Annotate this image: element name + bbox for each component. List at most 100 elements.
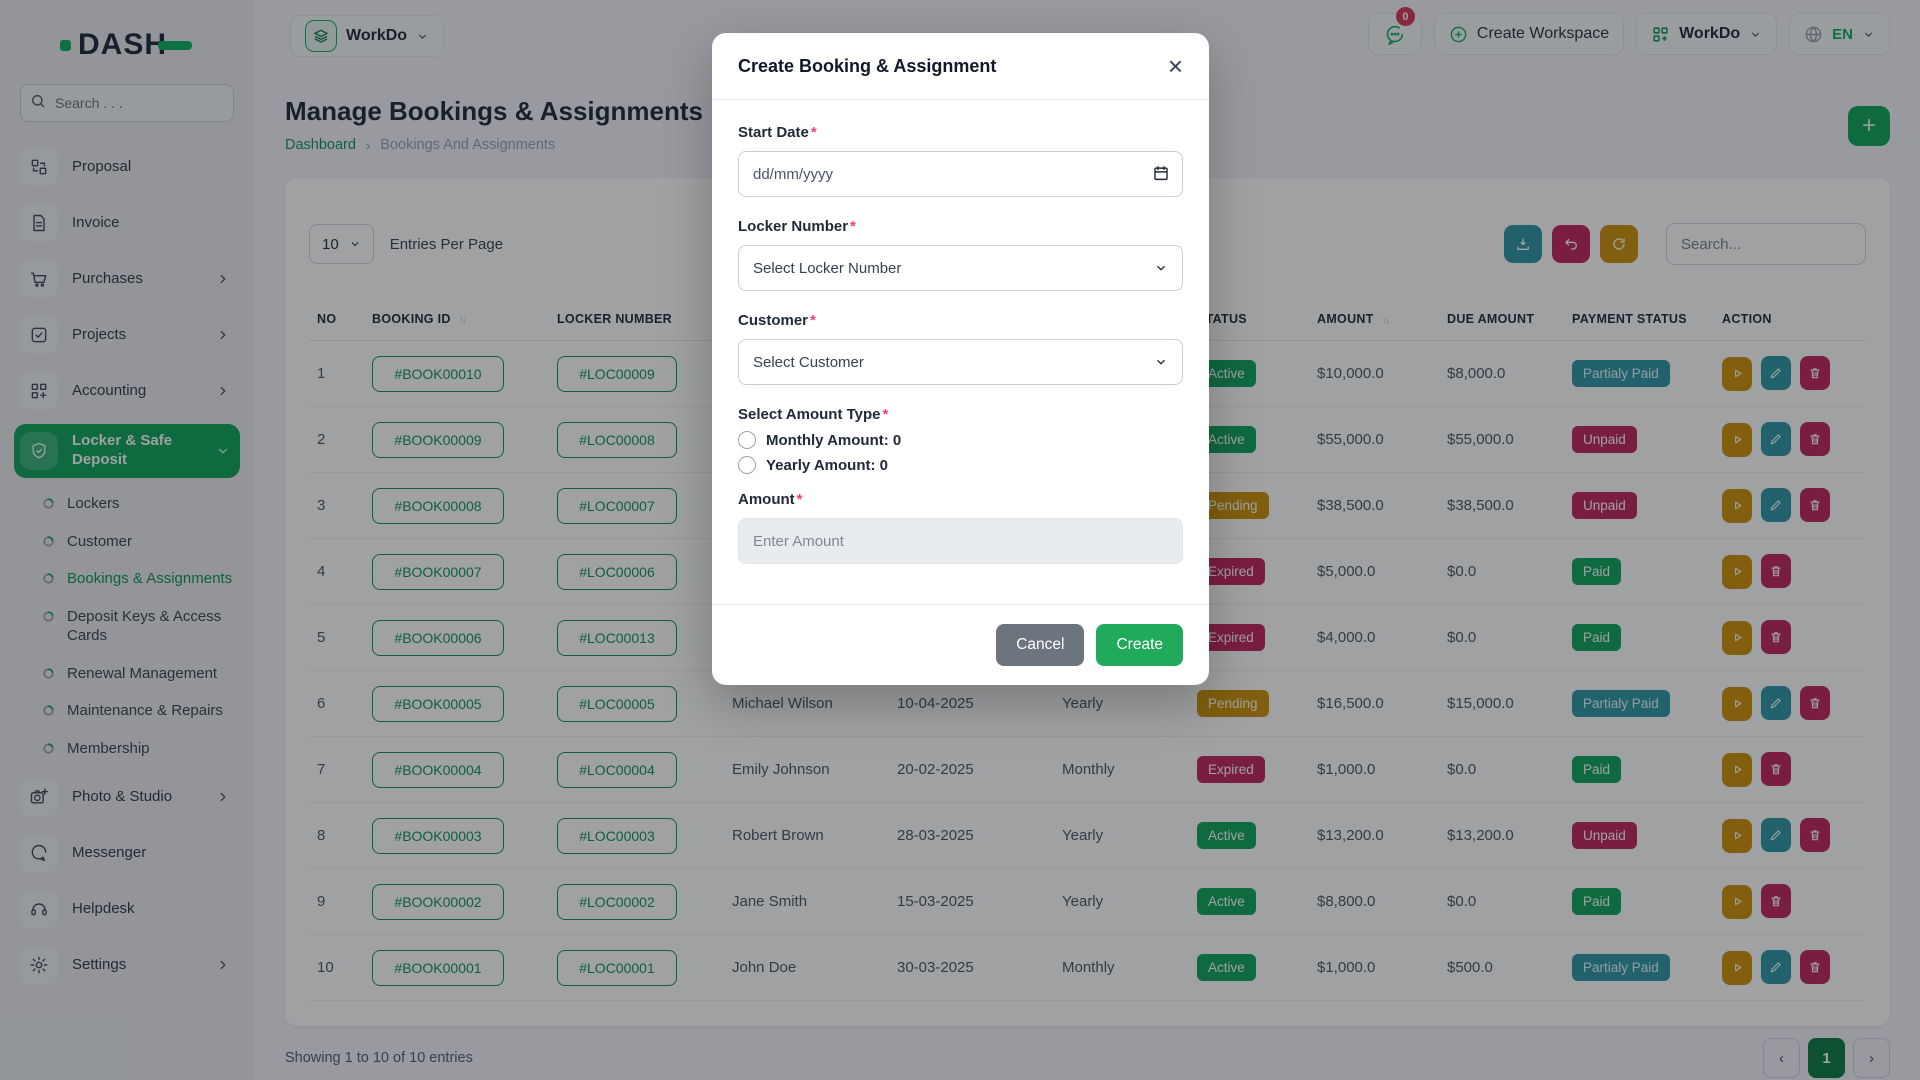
booking-id-pill[interactable]: #BOOK00006 xyxy=(372,619,504,656)
cell-type: Yearly xyxy=(1054,868,1189,935)
locker-number-pill[interactable]: #LOC00013 xyxy=(557,619,677,656)
delete-booking-button[interactable] xyxy=(1800,950,1830,985)
grid-plus-icon xyxy=(1651,25,1670,44)
column-header-booking-id[interactable]: BOOKING ID ↑↓ xyxy=(364,298,549,341)
view-details-button[interactable] xyxy=(1722,950,1752,985)
sidebar-item-purchases[interactable]: Purchases xyxy=(14,256,240,302)
edit-booking-button[interactable] xyxy=(1761,686,1791,721)
edit-booking-button[interactable] xyxy=(1761,950,1791,985)
locker-number-pill[interactable]: #LOC00003 xyxy=(557,817,677,854)
locker-number-pill[interactable]: #LOC00004 xyxy=(557,751,677,788)
booking-id-pill[interactable]: #BOOK00002 xyxy=(372,883,504,920)
close-icon[interactable]: × xyxy=(1167,51,1183,81)
sidebar-item-photo-studio[interactable]: Photo & Studio xyxy=(14,774,240,820)
table-search-input[interactable] xyxy=(1666,223,1866,265)
delete-booking-button[interactable] xyxy=(1800,818,1830,853)
payment-status-badge: Unpaid xyxy=(1572,492,1637,519)
table-search xyxy=(1666,223,1866,265)
booking-id-pill[interactable]: #BOOK00007 xyxy=(372,553,504,590)
start-date-input[interactable] xyxy=(738,151,1183,197)
edit-booking-button[interactable] xyxy=(1761,818,1791,853)
pagination-next-button[interactable]: › xyxy=(1853,1038,1890,1078)
delete-booking-button[interactable] xyxy=(1800,686,1830,721)
sidebar-item-settings[interactable]: Settings xyxy=(14,942,240,988)
delete-booking-button[interactable] xyxy=(1800,488,1830,523)
sidebar-item-locker-safe-deposit[interactable]: Locker & Safe Deposit xyxy=(14,424,240,478)
cell-locker-number: #LOC00005 xyxy=(549,670,724,737)
locker-number-select[interactable]: Select Locker Number xyxy=(738,245,1183,291)
column-header-amount[interactable]: AMOUNT ↑↓ xyxy=(1309,298,1439,341)
sidebar-item-helpdesk[interactable]: Helpdesk xyxy=(14,886,240,932)
locker-number-pill[interactable]: #LOC00005 xyxy=(557,685,677,722)
customer-select[interactable]: Select Customer xyxy=(738,339,1183,385)
add-booking-button[interactable]: + xyxy=(1848,106,1890,146)
amount-input[interactable] xyxy=(738,518,1183,564)
sidebar-subitem-maintenance-repairs[interactable]: Maintenance & Repairs xyxy=(14,695,240,727)
sort-icon[interactable]: ↑↓ xyxy=(1381,315,1390,326)
booking-id-pill[interactable]: #BOOK00003 xyxy=(372,817,504,854)
booking-id-pill[interactable]: #BOOK00010 xyxy=(372,355,504,392)
export-download-button[interactable] xyxy=(1504,225,1542,263)
view-details-button[interactable] xyxy=(1722,488,1752,523)
locker-number-pill[interactable]: #LOC00007 xyxy=(557,487,677,524)
sidebar-item-projects[interactable]: Projects xyxy=(14,312,240,358)
locker-number-pill[interactable]: #LOC00009 xyxy=(557,355,677,392)
booking-id-pill[interactable]: #BOOK00009 xyxy=(372,421,504,458)
view-details-button[interactable] xyxy=(1722,686,1752,721)
sidebar-item-messenger[interactable]: Messenger xyxy=(14,830,240,876)
entries-per-page-select[interactable]: 10 xyxy=(309,224,374,264)
cell-actions xyxy=(1714,736,1866,803)
sidebar-search-input[interactable] xyxy=(20,84,234,122)
view-details-button[interactable] xyxy=(1722,818,1752,853)
booking-id-pill[interactable]: #BOOK00005 xyxy=(372,685,504,722)
sidebar-subitem-bookings-assignments[interactable]: Bookings & Assignments xyxy=(14,563,240,595)
delete-booking-button[interactable] xyxy=(1800,356,1830,391)
create-button[interactable]: Create xyxy=(1096,624,1183,666)
view-details-button[interactable] xyxy=(1722,356,1752,391)
view-details-button[interactable] xyxy=(1722,752,1752,787)
play-icon xyxy=(1731,829,1744,842)
cancel-button[interactable]: Cancel xyxy=(996,624,1085,666)
sidebar-subitem-lockers[interactable]: Lockers xyxy=(14,488,240,520)
view-details-button[interactable] xyxy=(1722,620,1752,655)
view-details-button[interactable] xyxy=(1722,554,1752,589)
locker-number-pill[interactable]: #LOC00006 xyxy=(557,553,677,590)
view-details-button[interactable] xyxy=(1722,422,1752,457)
sidebar-subitem-renewal-management[interactable]: Renewal Management xyxy=(14,658,240,690)
sidebar-item-accounting[interactable]: Accounting xyxy=(14,368,240,414)
calendar-icon[interactable] xyxy=(1152,164,1170,182)
refresh-button[interactable] xyxy=(1600,225,1638,263)
create-workspace-button[interactable]: Create Workspace xyxy=(1433,13,1625,55)
pagination-prev-button[interactable]: ‹ xyxy=(1763,1038,1800,1078)
sidebar-subitem-customer[interactable]: Customer xyxy=(14,526,240,558)
edit-booking-button[interactable] xyxy=(1761,488,1791,523)
sidebar-item-invoice[interactable]: Invoice xyxy=(14,200,240,246)
locker-number-pill[interactable]: #LOC00008 xyxy=(557,421,677,458)
sort-icon[interactable]: ↑↓ xyxy=(458,315,467,326)
sidebar-subitem-deposit-keys-access-cards[interactable]: Deposit Keys & Access Cards xyxy=(14,601,240,652)
edit-booking-button[interactable] xyxy=(1761,356,1791,391)
yearly-amount-radio[interactable] xyxy=(738,456,756,474)
delete-booking-button[interactable] xyxy=(1761,554,1791,589)
reset-undo-button[interactable] xyxy=(1552,225,1590,263)
booking-id-pill[interactable]: #BOOK00004 xyxy=(372,751,504,788)
messages-button[interactable]: 0 xyxy=(1367,7,1422,55)
breadcrumb-dashboard-link[interactable]: Dashboard xyxy=(285,137,356,153)
sidebar-item-proposal[interactable]: Proposal xyxy=(14,144,240,190)
delete-booking-button[interactable] xyxy=(1800,422,1830,457)
app-switcher[interactable]: WorkDo xyxy=(1636,13,1778,55)
view-details-button[interactable] xyxy=(1722,884,1752,919)
language-selector[interactable]: EN xyxy=(1789,13,1890,55)
locker-number-pill[interactable]: #LOC00002 xyxy=(557,883,677,920)
booking-id-pill[interactable]: #BOOK00001 xyxy=(372,949,504,986)
delete-booking-button[interactable] xyxy=(1761,884,1791,919)
workspace-selector[interactable]: WorkDo xyxy=(290,15,445,57)
booking-id-pill[interactable]: #BOOK00008 xyxy=(372,487,504,524)
locker-number-pill[interactable]: #LOC00001 xyxy=(557,949,677,986)
edit-booking-button[interactable] xyxy=(1761,422,1791,457)
delete-booking-button[interactable] xyxy=(1761,620,1791,655)
sidebar-subitem-membership[interactable]: Membership xyxy=(14,733,240,765)
delete-booking-button[interactable] xyxy=(1761,752,1791,787)
pagination-page-1[interactable]: 1 xyxy=(1808,1038,1845,1078)
monthly-amount-radio[interactable] xyxy=(738,431,756,449)
